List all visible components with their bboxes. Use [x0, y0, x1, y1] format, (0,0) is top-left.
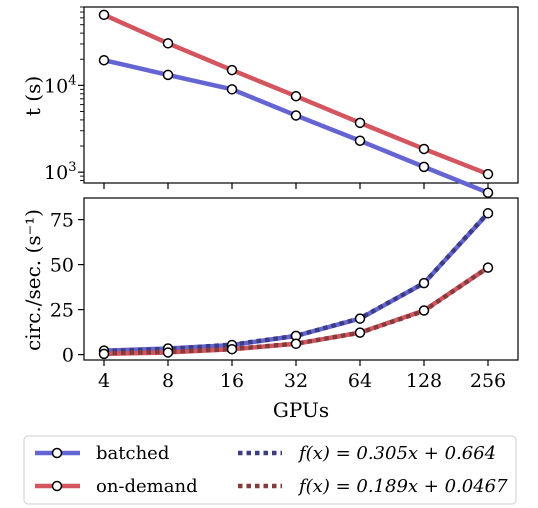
x-tick-label: 64: [348, 370, 372, 392]
rate-point-on-demand: [418, 305, 430, 316]
x-tick-label: 32: [284, 370, 308, 392]
rate-point-on-demand: [162, 347, 174, 358]
rate-point-on-demand: [98, 348, 110, 360]
legend-batched-marker: [51, 447, 63, 459]
rate-y-tick-label: 0: [62, 345, 74, 367]
time-point-batched: [418, 161, 430, 173]
legend-on-demand-marker: [51, 480, 63, 492]
rate-point-batched: [418, 277, 430, 289]
time-point-on-demand: [482, 168, 494, 180]
time-y-tick-label: 104: [44, 73, 76, 97]
time-point-on-demand: [98, 9, 110, 21]
time-point-on-demand: [418, 143, 430, 155]
rate-point-batched: [354, 313, 366, 324]
time-point-batched: [290, 110, 302, 121]
time-point-batched: [226, 84, 238, 95]
rate-point-on-demand: [226, 343, 238, 355]
time-panel: 103 104 t (s): [21, 6, 519, 198]
time-point-batched: [162, 69, 174, 81]
time-point-on-demand: [290, 90, 302, 102]
time-point-batched: [354, 135, 366, 147]
x-tick-label: 256: [470, 370, 506, 392]
x-axis-label: GPUs: [273, 398, 329, 422]
time-plot-frame: [83, 6, 519, 184]
legend-frame: [23, 435, 517, 505]
rate-series-line-batched: [103, 211, 490, 353]
legend: batched on-demand f(x) = 0.305x + 0.664 …: [23, 435, 517, 505]
time-y-axis-label: t (s): [21, 76, 45, 116]
rate-point-batched: [482, 208, 494, 219]
x-tick-label: 128: [406, 370, 442, 392]
legend-batched-label: batched: [96, 443, 169, 464]
x-tick-label: 4: [98, 370, 110, 392]
fit-line-batched: [103, 211, 490, 354]
rate-plot-frame: [83, 197, 519, 361]
rate-point-on-demand: [482, 262, 494, 273]
time-point-batched: [482, 187, 494, 198]
time-point-batched: [98, 54, 110, 66]
time-y-tick-label: 103: [44, 160, 76, 184]
rate-point-on-demand: [354, 327, 366, 338]
rate-y-tick-label: 25: [50, 300, 74, 322]
legend-fit-batched-label: f(x) = 0.305x + 0.664: [297, 443, 496, 464]
time-point-on-demand: [162, 38, 174, 49]
time-series-line-batched: [103, 58, 489, 195]
rate-y-tick-label: 75: [50, 210, 74, 232]
rate-y-tick-label: 50: [50, 255, 74, 277]
time-point-on-demand: [354, 117, 366, 129]
rate-y-axis-label: circ./sec. (s⁻¹): [21, 209, 45, 351]
legend-on-demand-label: on-demand: [96, 476, 198, 497]
x-tick-label: 8: [162, 370, 174, 392]
legend-fit-on-demand-label: f(x) = 0.189x + 0.0467: [297, 476, 508, 497]
time-point-on-demand: [226, 64, 238, 76]
x-tick-label: 16: [220, 370, 244, 392]
rate-panel: 0 25 50 75 4 8 16 32 64 128 256 circ./sec. (s⁻¹) G…: [21, 197, 519, 422]
rate-point-on-demand: [290, 338, 302, 350]
